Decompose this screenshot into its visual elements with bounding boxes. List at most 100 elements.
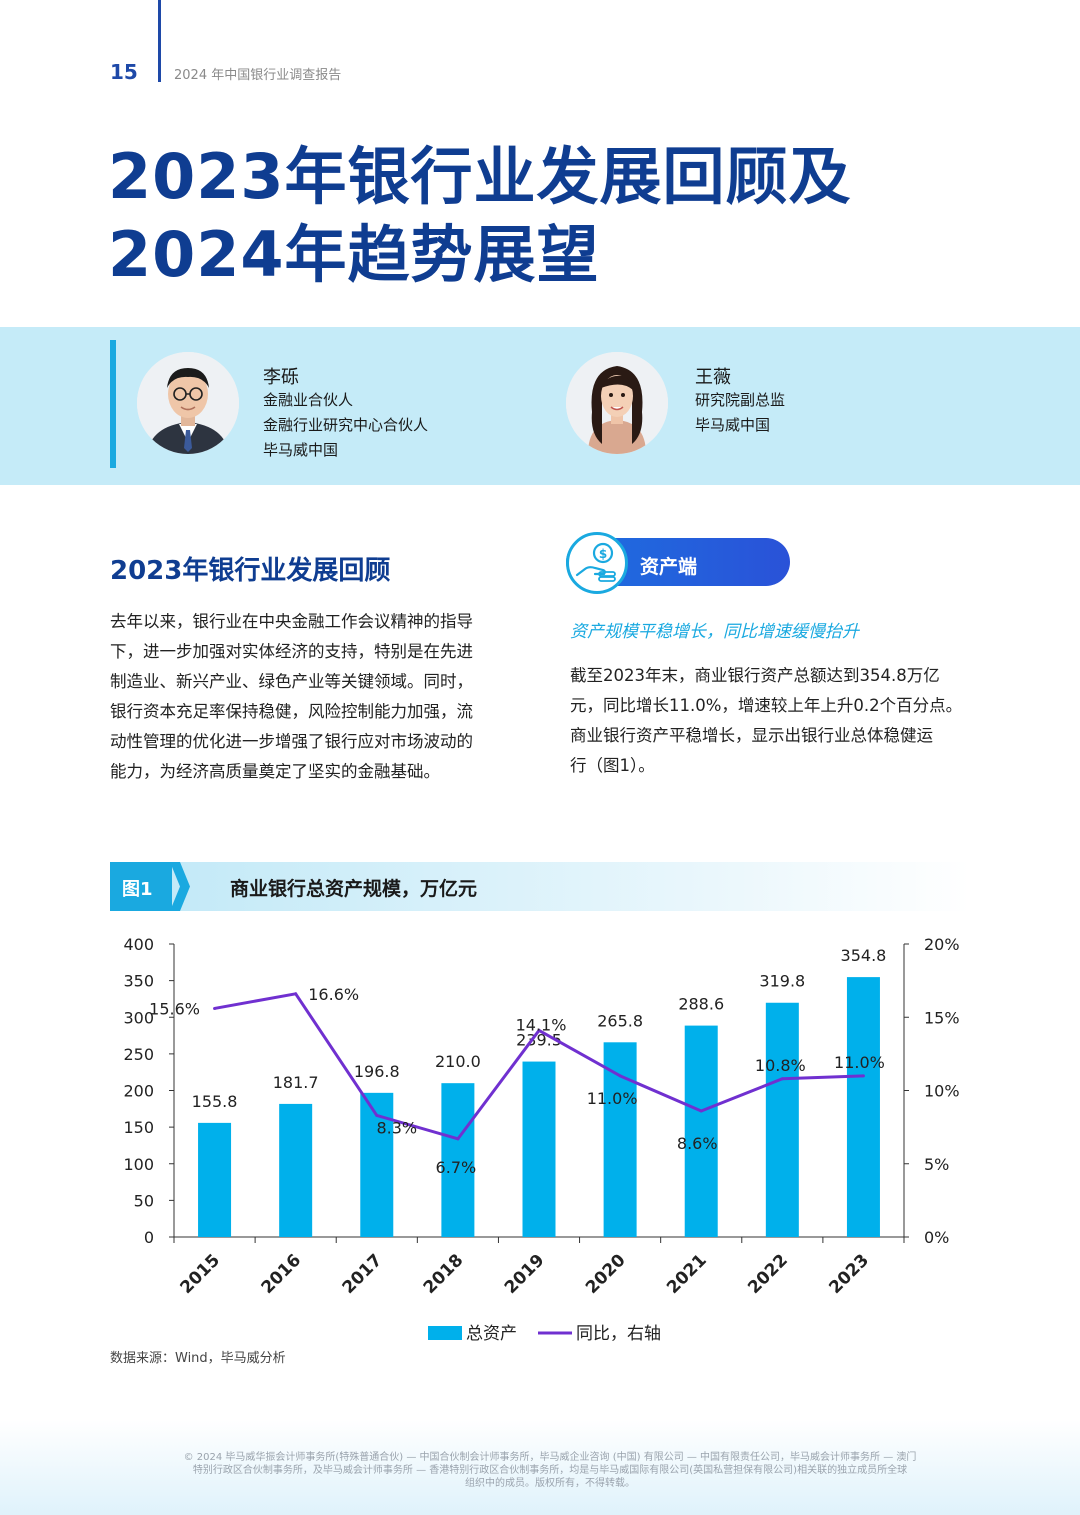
x-tick-label: 2023 <box>825 1250 873 1298</box>
line-value-label: 11.0% <box>834 1053 885 1072</box>
asset-side-label: 资产端 <box>640 556 698 578</box>
author-role: 金融业合伙人 <box>263 391 354 409</box>
x-tick-label: 2016 <box>258 1250 306 1298</box>
figure-label-box <box>110 862 172 911</box>
x-tick-label: 2022 <box>744 1250 792 1298</box>
line-point-yoy <box>861 1074 865 1078</box>
bar-value-label: 288.6 <box>678 995 724 1014</box>
x-tick-label: 2015 <box>176 1250 224 1298</box>
section-heading-review: 2023年银行业发展回顾 <box>110 556 391 586</box>
bar-total-assets <box>441 1083 475 1237</box>
author-name-wang: 王薇 <box>695 367 731 388</box>
line-value-label: 10.8% <box>755 1056 806 1075</box>
line-value-label: 15.6% <box>149 999 200 1018</box>
bar-total-assets <box>198 1122 232 1237</box>
x-tick-label: 2017 <box>339 1250 387 1298</box>
paragraph-line: 截至2023年末，商业银行资产总额达到354.8万亿 <box>570 666 940 685</box>
line-point-yoy <box>294 992 298 996</box>
bar-value-label: 265.8 <box>597 1011 643 1030</box>
paragraph-line: 元，同比增长11.0%，增速较上年上升0.2个百分点。 <box>570 696 963 715</box>
paragraph-line: 下，进一步加强对实体经济的支持，特别是在先进 <box>110 642 473 661</box>
paragraph-line: 能力，为经济高质量奠定了坚实的金融基础。 <box>110 762 440 781</box>
bar-total-assets <box>765 1002 799 1237</box>
bar-value-label: 354.8 <box>841 946 887 965</box>
line-point-yoy <box>375 1113 379 1117</box>
line-value-label: 8.6% <box>677 1134 718 1153</box>
footer-band <box>0 1420 1080 1515</box>
asset-chart: 0 50 100 150 200 250 300 350 400 0% 5% 10% 15% 20% 201… <box>123 935 960 1344</box>
left-tick-label: 350 <box>123 972 154 991</box>
asset-paragraph: 截至2023年末，商业银行资产总额达到354.8万亿 元，同比增长11.0%，增… <box>570 661 962 781</box>
authors-accent-bar <box>110 340 116 468</box>
paragraph-line: 制造业、新兴产业、绿色产业等关键领域。同时， <box>110 672 473 691</box>
line-point-yoy <box>780 1077 784 1081</box>
line-value-label: 11.0% <box>587 1089 638 1108</box>
author-photo-li <box>137 352 239 454</box>
author-role: 毕马威中国 <box>695 416 771 434</box>
bar-total-assets <box>279 1103 313 1237</box>
bar-value-label: 155.8 <box>192 1092 238 1111</box>
chart-source: 数据来源：Wind，毕马威分析 <box>110 1351 286 1366</box>
line-value-label: 6.7% <box>436 1158 477 1177</box>
footer-line: 组织中的成员。版权所有，不得转载。 <box>465 1478 635 1489</box>
page-title-line-2: 2024年趋势展望 <box>108 218 600 291</box>
page-number: 15 <box>110 60 138 84</box>
line-point-yoy <box>537 1028 541 1032</box>
figure-number: 图1 <box>122 879 153 900</box>
paragraph-line: 动性管理的优化进一步增强了银行应对市场波动的 <box>110 732 473 751</box>
paragraph-line: 去年以来，银行业在中央金融工作会议精神的指导 <box>110 612 473 631</box>
left-tick-label: 150 <box>123 1118 154 1137</box>
chevron-right-icon <box>170 862 190 911</box>
author-role: 金融行业研究中心合伙人 <box>263 416 429 434</box>
money-hand-coins-icon: $ <box>566 532 628 594</box>
bar-value-label: 210.0 <box>435 1052 481 1071</box>
left-tick-label: 50 <box>134 1191 154 1210</box>
left-tick-label: 100 <box>123 1155 154 1174</box>
author-roles-wang: 研究院副总监 毕马威中国 <box>695 388 785 438</box>
author-role: 毕马威中国 <box>263 441 339 459</box>
bar-total-assets <box>684 1025 718 1237</box>
bar-total-assets <box>603 1042 637 1237</box>
right-tick-label: 5% <box>924 1155 949 1174</box>
left-tick-label: 0 <box>144 1228 154 1247</box>
line-value-label: 14.1% <box>516 1015 567 1034</box>
line-value-label: 8.3% <box>376 1118 417 1137</box>
legend-label-yoy: 同比，右轴 <box>576 1324 661 1344</box>
right-tick-label: 10% <box>924 1082 960 1101</box>
line-point-yoy <box>213 1006 217 1010</box>
author-role: 研究院副总监 <box>695 391 786 409</box>
bar-total-assets <box>522 1061 556 1237</box>
right-tick-label: 15% <box>924 1008 960 1027</box>
review-paragraph: 去年以来，银行业在中央金融工作会议精神的指导 下，进一步加强对实体经济的支持，特… <box>110 607 473 787</box>
author-roles-li: 金融业合伙人 金融行业研究中心合伙人 毕马威中国 <box>263 388 428 463</box>
left-tick-label: 200 <box>123 1082 154 1101</box>
author-name-li: 李砾 <box>263 367 299 388</box>
x-tick-label: 2018 <box>420 1250 468 1298</box>
x-tick-label: 2021 <box>663 1250 711 1298</box>
asset-subheading: 资产规模平稳增长，同比增速缓慢抬升 <box>570 622 859 642</box>
paragraph-line: 商业银行资产平稳增长，显示出银行业总体稳健运 <box>570 726 933 745</box>
left-tick-label: 400 <box>123 935 154 954</box>
left-tick-label: 300 <box>123 1008 154 1027</box>
footer-copyright: © 2024 毕马威华振会计师事务所(特殊普通合伙) — 中国合伙制会计师事务所… <box>170 1451 930 1490</box>
page-title: 2023年银行业发展回顾及 2024年趋势展望 <box>108 138 852 294</box>
page-title-line-1: 2023年银行业发展回顾及 <box>108 140 852 213</box>
right-tick-label: 0% <box>924 1228 949 1247</box>
paragraph-line: 银行资本充足率保持稳健，风险控制能力加强，流 <box>110 702 473 721</box>
bar-value-label: 196.8 <box>354 1062 400 1081</box>
line-point-yoy <box>618 1074 622 1078</box>
line-value-label: 16.6% <box>308 985 359 1004</box>
header-divider <box>158 0 161 82</box>
legend-label-total-assets: 总资产 <box>466 1324 517 1344</box>
report-title: 2024 年中国银行业调查报告 <box>174 68 342 83</box>
bar-total-assets <box>846 977 880 1237</box>
x-tick-label: 2019 <box>501 1250 549 1298</box>
bar-value-label: 319.8 <box>759 972 805 991</box>
footer-line: 特别行政区合伙制事务所，及毕马威会计师事务所 — 香港特别行政区合伙制事务所，均… <box>192 1465 908 1476</box>
x-tick-label: 2020 <box>582 1250 630 1298</box>
figure-header-band <box>110 862 970 911</box>
paragraph-line: 行（图1）。 <box>570 756 655 775</box>
right-tick-label: 20% <box>924 935 960 954</box>
left-tick-label: 250 <box>123 1045 154 1064</box>
figure-title: 商业银行总资产规模，万亿元 <box>230 878 478 900</box>
